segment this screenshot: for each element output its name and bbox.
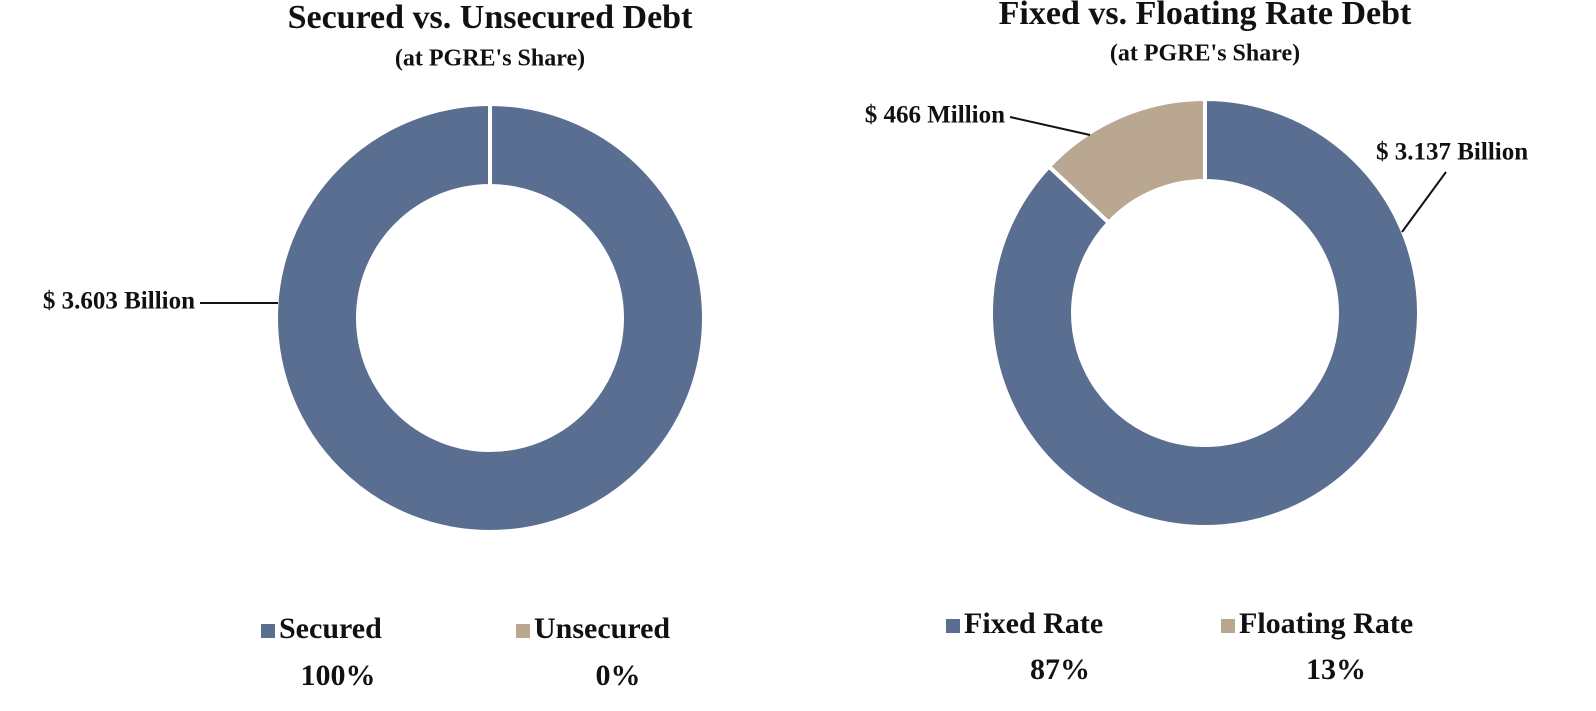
percent-label: 100% bbox=[301, 659, 376, 692]
legend-swatch bbox=[946, 619, 960, 633]
chart-title: Fixed vs. Floating Rate Debt bbox=[999, 0, 1412, 32]
slice-label: $ 466 Million bbox=[865, 102, 1005, 129]
donut-slice bbox=[989, 96, 1421, 529]
chart-subtitle: (at PGRE's Share) bbox=[395, 46, 585, 72]
legend-swatch bbox=[516, 624, 530, 638]
chart-title: Secured vs. Unsecured Debt bbox=[288, 0, 694, 36]
legend-label: Fixed Rate bbox=[964, 607, 1103, 640]
slice-label: $ 3.137 Billion bbox=[1376, 139, 1528, 166]
percent-label: 13% bbox=[1306, 653, 1366, 686]
callout-line bbox=[1401, 171, 1447, 233]
legend-label: Secured bbox=[279, 612, 382, 645]
donut-slice bbox=[274, 101, 706, 535]
legend-label: Unsecured bbox=[534, 612, 670, 645]
legend-swatch bbox=[261, 624, 275, 638]
chart-subtitle: (at PGRE's Share) bbox=[1110, 41, 1300, 67]
legend-label: Floating Rate bbox=[1239, 607, 1413, 640]
slice-label: $ 3.603 Billion bbox=[43, 288, 195, 315]
percent-label: 87% bbox=[1030, 653, 1090, 686]
callout-line bbox=[1009, 116, 1091, 136]
donut-slice bbox=[1046, 96, 1207, 226]
percent-label: 0% bbox=[596, 659, 641, 692]
legend-swatch bbox=[1221, 619, 1235, 633]
